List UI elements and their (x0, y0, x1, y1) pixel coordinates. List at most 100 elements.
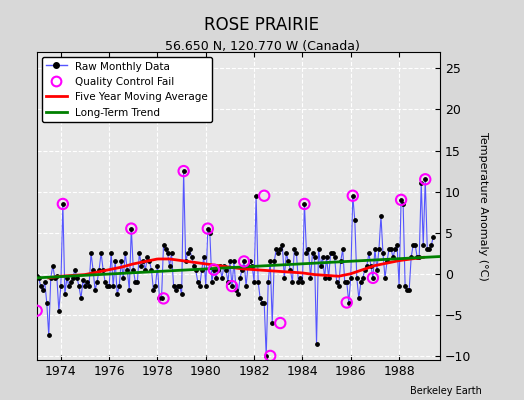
Point (369, 275, 377, 281)
Point (202, 283, 210, 289)
Point (133, 279, 141, 285)
Point (345, 299, 353, 306)
Point (264, 279, 272, 285)
Point (176, 283, 184, 289)
Point (85, 283, 93, 289)
Point (192, 266, 200, 273)
Point (329, 250, 337, 256)
Point (331, 254, 339, 260)
Point (266, 258, 275, 265)
Point (37, 283, 45, 289)
Point (343, 299, 351, 306)
Point (178, 291, 186, 298)
Point (205, 230, 214, 236)
Point (383, 258, 391, 265)
Point (355, 295, 363, 302)
Point (161, 246, 170, 252)
Point (232, 287, 240, 293)
Point (212, 275, 220, 281)
Point (397, 197, 405, 203)
Point (314, 246, 323, 252)
Point (320, 275, 329, 281)
Point (195, 283, 204, 289)
Point (361, 266, 369, 273)
Point (369, 275, 377, 281)
Y-axis label: Temperature Anomaly (°C): Temperature Anomaly (°C) (478, 132, 488, 280)
Point (339, 246, 347, 252)
Point (129, 266, 137, 273)
Point (276, 246, 285, 252)
Point (230, 258, 238, 265)
Point (419, 242, 428, 248)
Point (77, 295, 85, 302)
Point (358, 275, 367, 281)
Point (228, 283, 236, 289)
Point (236, 275, 244, 281)
Point (135, 250, 144, 256)
Point (254, 279, 263, 285)
Point (415, 254, 423, 260)
Point (381, 275, 389, 281)
Point (296, 275, 304, 281)
Point (357, 279, 365, 285)
Point (371, 246, 379, 252)
Point (298, 279, 307, 285)
Point (210, 266, 218, 273)
Point (278, 242, 287, 248)
Point (141, 266, 149, 273)
Point (111, 258, 119, 265)
Point (294, 279, 302, 285)
Point (224, 279, 232, 285)
Text: ROSE PRAIRIE: ROSE PRAIRIE (204, 16, 320, 34)
Point (268, 320, 277, 326)
Point (216, 262, 224, 269)
Point (167, 250, 176, 256)
Point (288, 279, 297, 285)
Point (427, 242, 435, 248)
Point (228, 283, 236, 289)
Point (200, 254, 208, 260)
Point (248, 262, 256, 269)
Point (54, 308, 63, 314)
Point (95, 266, 103, 273)
Point (417, 180, 425, 187)
Point (97, 250, 105, 256)
Point (397, 197, 405, 203)
Point (252, 192, 260, 199)
Point (119, 275, 127, 281)
Point (316, 262, 325, 269)
Point (425, 246, 433, 252)
Point (173, 283, 182, 289)
Point (409, 242, 417, 248)
Point (324, 275, 333, 281)
Point (127, 225, 136, 232)
Point (429, 234, 438, 240)
Point (81, 283, 89, 289)
Point (179, 168, 188, 174)
Point (39, 287, 47, 293)
Point (154, 262, 162, 269)
Point (89, 266, 97, 273)
Point (375, 246, 383, 252)
Point (93, 279, 101, 285)
Point (242, 283, 250, 289)
Point (109, 283, 117, 289)
Point (52, 273, 61, 280)
Point (171, 287, 180, 293)
Point (363, 262, 371, 269)
Point (334, 283, 343, 289)
Point (411, 242, 419, 248)
Point (274, 250, 282, 256)
Point (244, 262, 252, 269)
Point (260, 299, 268, 306)
Point (262, 353, 270, 359)
Point (379, 250, 387, 256)
Point (250, 279, 258, 285)
Point (423, 246, 431, 252)
Point (32, 273, 41, 280)
Point (395, 283, 403, 289)
Point (307, 275, 315, 281)
Point (308, 250, 316, 256)
Point (67, 279, 75, 285)
Point (421, 176, 430, 182)
